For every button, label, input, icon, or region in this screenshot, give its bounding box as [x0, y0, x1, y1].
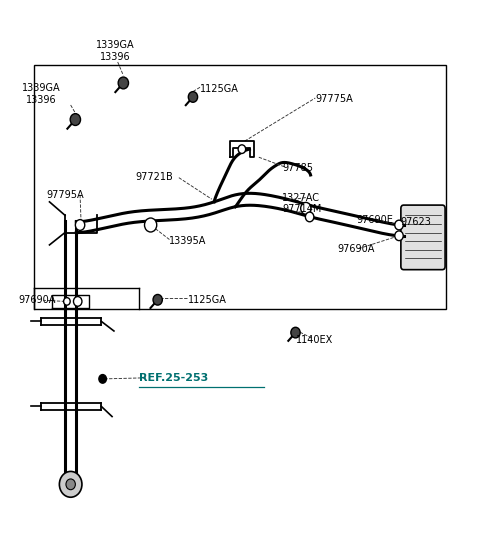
- Circle shape: [63, 298, 70, 305]
- Text: REF.25-253: REF.25-253: [139, 373, 208, 383]
- Circle shape: [153, 294, 162, 305]
- Circle shape: [395, 231, 403, 240]
- Circle shape: [60, 472, 82, 497]
- Bar: [34, 65, 445, 310]
- Circle shape: [300, 203, 311, 214]
- Circle shape: [66, 479, 75, 490]
- Text: 97775A: 97775A: [315, 93, 353, 104]
- Circle shape: [144, 218, 157, 232]
- Circle shape: [395, 220, 403, 230]
- Text: 97690A: 97690A: [18, 295, 55, 305]
- FancyBboxPatch shape: [401, 205, 445, 270]
- Circle shape: [75, 220, 85, 231]
- Text: 97795A: 97795A: [46, 190, 84, 200]
- Circle shape: [305, 212, 314, 222]
- Text: 97623: 97623: [400, 217, 431, 227]
- Circle shape: [188, 92, 198, 102]
- Circle shape: [118, 77, 129, 89]
- Text: 13395A: 13395A: [169, 236, 207, 246]
- Text: 1339GA
13396: 1339GA 13396: [22, 83, 61, 105]
- Circle shape: [70, 114, 81, 126]
- Text: 97690A: 97690A: [338, 244, 375, 254]
- Text: 1125GA: 1125GA: [200, 84, 239, 94]
- Circle shape: [291, 327, 300, 338]
- Circle shape: [73, 296, 82, 306]
- Circle shape: [238, 145, 246, 154]
- Text: 1339GA
13396: 1339GA 13396: [96, 41, 135, 62]
- Text: 1140EX: 1140EX: [296, 335, 333, 345]
- Text: 1125GA: 1125GA: [188, 295, 227, 305]
- Text: 97721B: 97721B: [135, 172, 173, 182]
- Text: 97690E: 97690E: [357, 215, 394, 225]
- Text: 1327AC: 1327AC: [282, 193, 320, 203]
- Circle shape: [99, 374, 107, 383]
- Text: 97714M: 97714M: [282, 204, 322, 214]
- Text: 97785: 97785: [282, 163, 313, 173]
